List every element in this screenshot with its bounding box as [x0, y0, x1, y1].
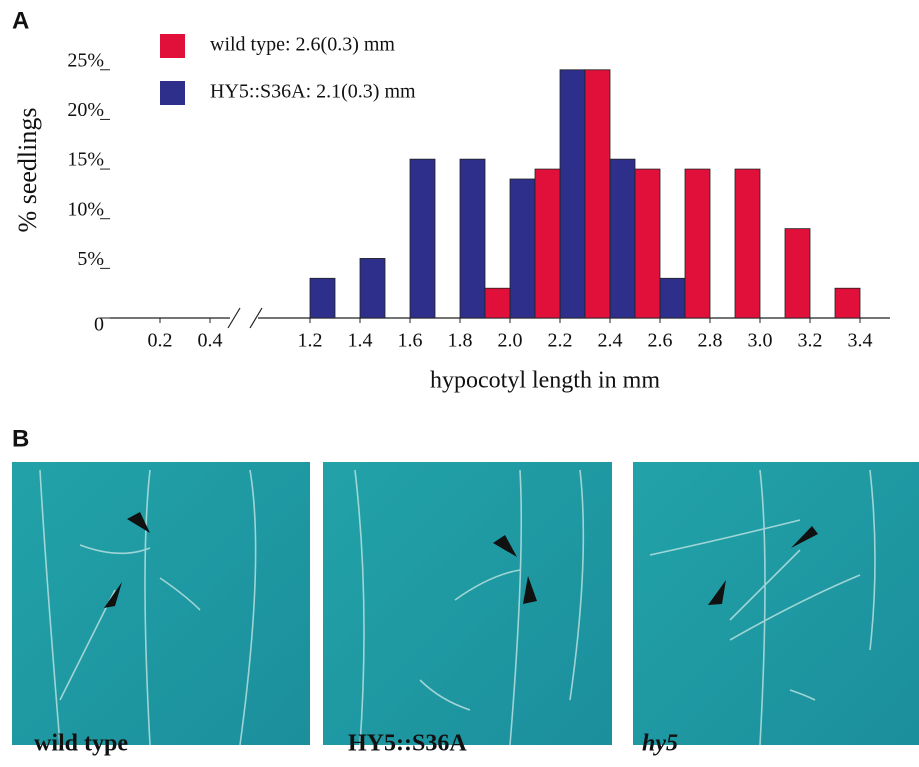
- x-tick-label: 0.2: [148, 330, 173, 352]
- photo-label: wild type: [34, 731, 128, 757]
- y-tick-label: 10%: [67, 198, 104, 220]
- bar: [410, 159, 435, 318]
- x-tick-label: 2.0: [498, 330, 523, 352]
- panel-label: B: [12, 425, 29, 452]
- y-tick-label: 15%: [67, 149, 104, 171]
- y-tick-label: 0: [94, 314, 104, 336]
- x-tick-label: 1.6: [398, 330, 423, 352]
- x-tick-label: 1.8: [448, 330, 473, 352]
- bar: [685, 169, 710, 318]
- bar: [360, 258, 385, 318]
- bar: [585, 70, 610, 318]
- y-tick-label: 25%: [67, 49, 104, 71]
- x-tick-label: 0.4: [198, 330, 223, 352]
- x-tick-label: 1.4: [348, 330, 373, 352]
- y-tick-label: 5%: [77, 248, 104, 270]
- photo-panel: [633, 462, 919, 745]
- y-axis-label: % seedlings: [13, 108, 42, 233]
- photo-panel: [12, 462, 310, 745]
- figure: A B % seedlings hypocotyl length in mm w…: [0, 0, 919, 767]
- x-tick-label: 2.4: [598, 330, 623, 352]
- legend-swatch: [160, 81, 185, 105]
- bar: [535, 169, 560, 318]
- x-tick-label: 3.0: [748, 330, 773, 352]
- x-axis-label: hypocotyl length in mm: [430, 368, 660, 394]
- bar: [835, 288, 860, 318]
- bar: [510, 179, 535, 318]
- x-tick-label: 2.2: [548, 330, 573, 352]
- photo-panel: [323, 462, 612, 745]
- bar: [635, 169, 660, 318]
- x-tick-label: 1.2: [298, 330, 323, 352]
- bar: [560, 70, 585, 318]
- bar: [485, 288, 510, 318]
- photo-label: HY5::S36A: [348, 731, 467, 757]
- x-tick-label: 3.4: [848, 330, 873, 352]
- legend-label: wild type: 2.6(0.3) mm: [210, 34, 395, 56]
- bar: [310, 278, 335, 318]
- x-tick-label: 2.8: [698, 330, 723, 352]
- photo-label: hy5: [642, 731, 678, 757]
- bar: [610, 159, 635, 318]
- bar: [660, 278, 685, 318]
- panel-label: A: [12, 7, 29, 34]
- bar: [785, 229, 810, 318]
- legend-swatch: [160, 34, 185, 58]
- y-tick-label: 20%: [67, 99, 104, 121]
- bar: [460, 159, 485, 318]
- x-tick-label: 2.6: [648, 330, 673, 352]
- legend-label: HY5::S36A: 2.1(0.3) mm: [210, 81, 416, 103]
- x-tick-label: 3.2: [798, 330, 823, 352]
- bar: [735, 169, 760, 318]
